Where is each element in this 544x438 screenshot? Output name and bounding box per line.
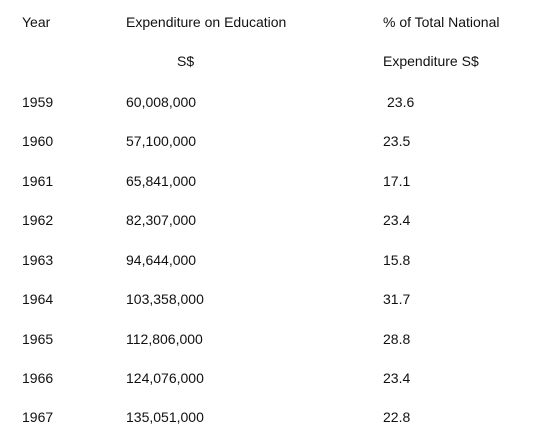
- year-cell: 1967: [22, 409, 54, 425]
- percent-cell: 23.4: [383, 370, 411, 386]
- year-cell: 1963: [22, 252, 54, 268]
- expenditure-cell: 94,644,000: [126, 252, 197, 268]
- header-expenditure: Expenditure on Education: [126, 14, 287, 30]
- percent-cell: 23.5: [383, 133, 411, 149]
- expenditure-cell: 82,307,000: [126, 212, 197, 228]
- percent-cell: 22.8: [383, 409, 411, 425]
- year-cell: 1960: [22, 133, 54, 149]
- expenditure-cell: 65,841,000: [126, 173, 197, 189]
- year-cell: 1965: [22, 331, 54, 347]
- year-cell: 1966: [22, 370, 54, 386]
- header-year: Year: [22, 14, 51, 30]
- percent-cell: 23.4: [383, 212, 411, 228]
- percent-cell: 15.8: [383, 252, 411, 268]
- header-percent-unit: Expenditure S$: [383, 53, 479, 69]
- year-cell: 1962: [22, 212, 54, 228]
- expenditure-cell: 135,051,000: [126, 409, 204, 425]
- header-expenditure-unit: S$: [177, 53, 195, 69]
- expenditure-cell: 124,076,000: [126, 370, 204, 386]
- expenditure-cell: 57,100,000: [126, 133, 197, 149]
- year-cell: 1961: [22, 173, 54, 189]
- percent-cell: 23.6: [387, 94, 415, 110]
- expenditure-cell: 103,358,000: [126, 291, 204, 307]
- percent-cell: 17.1: [383, 173, 411, 189]
- year-cell: 1964: [22, 291, 54, 307]
- percent-cell: 28.8: [383, 331, 411, 347]
- expenditure-cell: 60,008,000: [126, 94, 197, 110]
- percent-cell: 31.7: [383, 291, 411, 307]
- year-cell: 1959: [22, 94, 54, 110]
- expenditure-cell: 112,806,000: [126, 331, 203, 347]
- header-percent: % of Total National: [383, 14, 500, 30]
